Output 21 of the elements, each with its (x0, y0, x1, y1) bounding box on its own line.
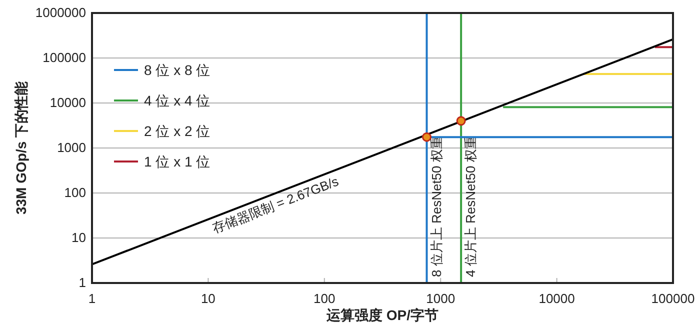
y-tick-label: 10 (72, 230, 86, 245)
x-tick-label: 10 (200, 291, 216, 306)
ref-line-label: 4 位片上 ResNet50 权重 (463, 136, 478, 277)
x-axis-title: 运算强度 OP/字节 (325, 307, 439, 323)
y-axis-title: 33M GOp/s 下的性能 (13, 80, 29, 215)
ref-line-label: 8 位片上 ResNet50 权重 (428, 136, 444, 277)
y-tick-label: 1000000 (35, 5, 86, 20)
legend-label: 4 位 x 4 位 (144, 92, 210, 108)
x-tick-label: 100000 (651, 291, 695, 306)
y-tick-label: 1000 (57, 140, 86, 155)
legend-label: 1 位 x 1 位 (144, 154, 210, 170)
legend-label: 2 位 x 2 位 (144, 123, 210, 139)
x-tick-label: 1 (88, 291, 96, 306)
x-tick-label: 1000 (426, 291, 456, 306)
y-tick-label: 100 (64, 185, 86, 200)
x-tick-label: 100 (314, 291, 336, 306)
y-tick-label: 1 (78, 275, 86, 290)
legend-label: 8 位 x 8 位 (144, 62, 210, 78)
y-tick-label: 10000 (50, 95, 86, 110)
x-tick-label: 10000 (538, 291, 575, 306)
y-tick-label: 100000 (42, 50, 86, 65)
